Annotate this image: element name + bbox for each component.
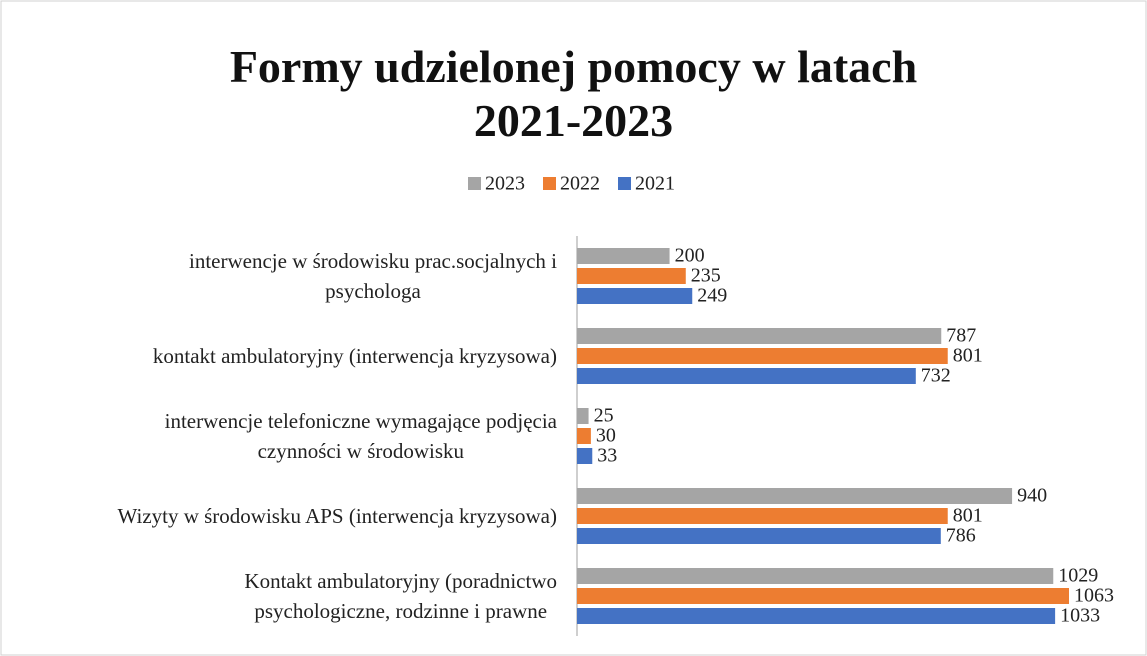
legend-label: 2021	[635, 173, 675, 195]
value-label: 1063	[1074, 585, 1114, 607]
value-label: 249	[697, 285, 727, 307]
legend-label: 2023	[485, 173, 525, 195]
bar	[577, 268, 686, 284]
value-label: 30	[596, 425, 616, 447]
category-label: interwencje telefoniczne wymagające podj…	[164, 409, 557, 463]
bar	[577, 588, 1069, 604]
category-label-box: interwencje w środowisku prac.socjalnych…	[189, 246, 557, 306]
value-label: 801	[953, 345, 983, 367]
bar	[577, 368, 916, 384]
bar	[577, 428, 591, 444]
value-label: 235	[691, 265, 721, 287]
legend-swatch	[468, 177, 481, 190]
bar	[577, 528, 941, 544]
value-label: 801	[953, 505, 983, 527]
category-label-box: Kontakt ambulatoryjny (poradnictwo psych…	[244, 566, 557, 626]
chart-title: Formy udzielonej pomocy w latach 2021-20…	[229, 41, 918, 146]
legend-label: 2022	[560, 173, 600, 195]
value-label: 732	[921, 365, 951, 387]
bar	[577, 248, 670, 264]
value-label: 33	[597, 445, 617, 467]
value-label: 787	[946, 325, 976, 347]
legend-swatch	[618, 177, 631, 190]
bar	[577, 568, 1054, 584]
bar	[577, 348, 948, 364]
category-label: Kontakt ambulatoryjny (poradnictwo psych…	[244, 569, 557, 623]
bar	[577, 448, 593, 464]
category-label-box: kontakt ambulatoryjny (interwencja kryzy…	[153, 341, 557, 371]
bar	[577, 408, 589, 424]
value-label: 786	[946, 525, 976, 547]
category-label: kontakt ambulatoryjny (interwencja kryzy…	[152, 344, 557, 368]
bar	[577, 488, 1013, 504]
value-label: 1033	[1060, 605, 1100, 627]
value-label: 200	[675, 245, 705, 267]
bar	[577, 608, 1056, 624]
value-label: 940	[1017, 485, 1047, 507]
value-label: 1029	[1058, 565, 1098, 587]
category-label-box: Wizyty w środowisku APS (interwencja kry…	[118, 501, 558, 531]
category-label-box: interwencje telefoniczne wymagające podj…	[165, 406, 557, 466]
category-label: Wizyty w środowisku APS (interwencja kry…	[117, 504, 558, 528]
category-label: interwencje w środowisku prac.socjalnych…	[189, 249, 557, 303]
bar	[577, 508, 948, 524]
value-label: 25	[594, 405, 614, 427]
bar	[577, 288, 693, 304]
bar	[577, 328, 942, 344]
legend-swatch	[543, 177, 556, 190]
